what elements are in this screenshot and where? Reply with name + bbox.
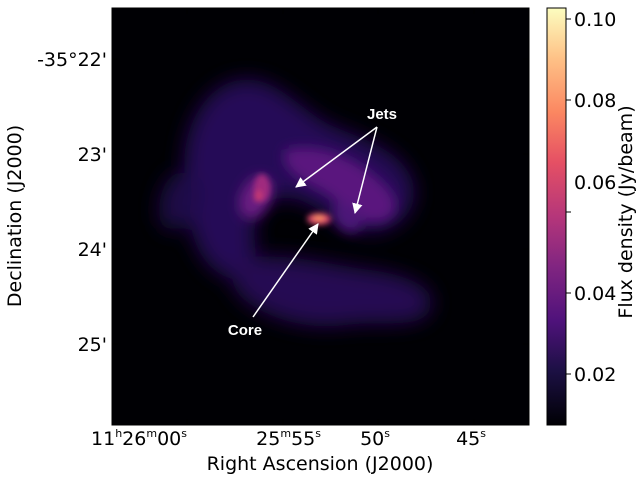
hotspots — [254, 174, 331, 225]
colorbar: 0.02 0.04 0.06 0.08 0.10 Flux density (J… — [546, 7, 637, 426]
ra-tick-label: 45s — [456, 427, 486, 450]
jet-arrow-right — [352, 126, 378, 215]
core-arrow — [252, 223, 319, 318]
colorbar-tick-label: 0.06 — [574, 172, 616, 194]
dec-tick-label: 23' — [78, 144, 107, 166]
colorbar-gradient — [546, 7, 567, 426]
colorbar-tick-label: 0.10 — [574, 9, 616, 31]
ra-tick-label: 25m55s — [256, 427, 321, 450]
x-axis-label: Right Ascension (J2000) — [207, 453, 434, 475]
dec-tick-label: 24' — [78, 239, 107, 261]
annotations: Jets Core — [228, 106, 397, 339]
colorbar-tick-label: 0.08 — [574, 90, 616, 112]
core-label: Core — [228, 322, 262, 339]
dec-tick-label: 25' — [78, 334, 107, 356]
colorbar-tick-label: 0.04 — [574, 283, 616, 305]
y-axis-label: Declination (J2000) — [4, 125, 26, 307]
jet-arrow-left — [295, 126, 378, 188]
ticks — [112, 8, 529, 425]
colorbar-label: Flux density (Jy/beam) — [615, 105, 637, 318]
image-frame — [111, 7, 530, 426]
colorbar-tick-label: 0.02 — [574, 364, 616, 386]
ra-tick-label: 50s — [360, 427, 390, 450]
ra-tick-label: 11h26m00s — [91, 427, 187, 450]
image-panel — [112, 8, 529, 425]
jets-label: Jets — [367, 106, 397, 123]
dec-tick-label: -35°22' — [37, 49, 107, 71]
